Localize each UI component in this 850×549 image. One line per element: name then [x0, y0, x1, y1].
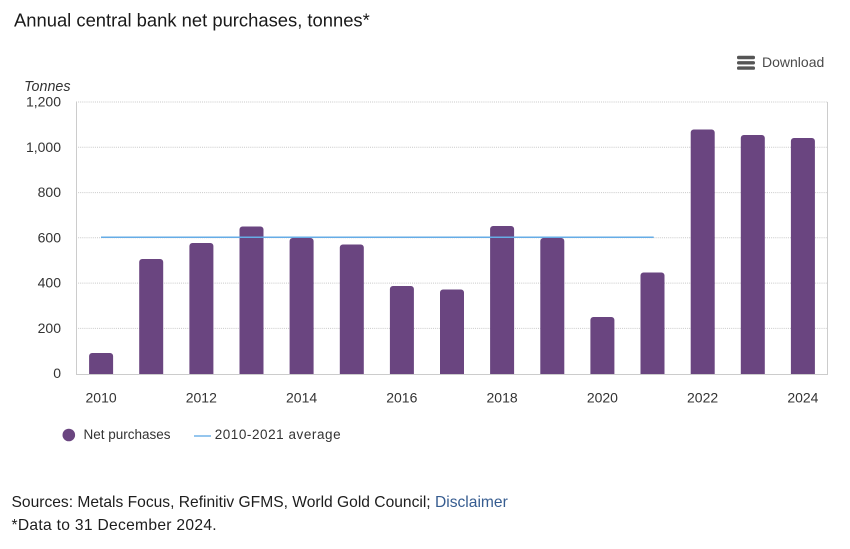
- svg-text:Tonnes: Tonnes: [24, 79, 70, 95]
- svg-text:2010: 2010: [86, 390, 117, 406]
- svg-text:2022: 2022: [687, 390, 718, 406]
- svg-text:2024: 2024: [787, 390, 818, 406]
- svg-text:Net purchases: Net purchases: [84, 427, 171, 442]
- svg-text:2010-2021 average: 2010-2021 average: [215, 427, 341, 442]
- svg-text:2014: 2014: [286, 390, 317, 406]
- svg-text:*Data to 31 December 2024.: *Data to 31 December 2024.: [12, 517, 217, 534]
- svg-text:2020: 2020: [587, 390, 618, 406]
- svg-text:1,000: 1,000: [26, 139, 61, 155]
- svg-text:1,200: 1,200: [26, 94, 61, 110]
- svg-text:800: 800: [38, 184, 62, 200]
- svg-text:600: 600: [38, 229, 62, 245]
- svg-text:2016: 2016: [386, 390, 417, 406]
- svg-text:2012: 2012: [186, 390, 217, 406]
- svg-text:0: 0: [53, 365, 61, 381]
- svg-text:Sources: Metals Focus, Refinit: Sources: Metals Focus, Refinitiv GFMS, W…: [12, 494, 508, 511]
- svg-text:Annual central bank net purcha: Annual central bank net purchases, tonne…: [14, 10, 370, 31]
- svg-text:Download: Download: [762, 54, 824, 70]
- svg-text:2018: 2018: [487, 390, 518, 406]
- svg-text:400: 400: [38, 275, 62, 291]
- svg-text:200: 200: [38, 320, 62, 336]
